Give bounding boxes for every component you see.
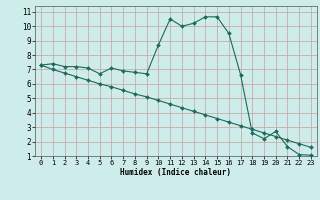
X-axis label: Humidex (Indice chaleur): Humidex (Indice chaleur): [121, 168, 231, 177]
